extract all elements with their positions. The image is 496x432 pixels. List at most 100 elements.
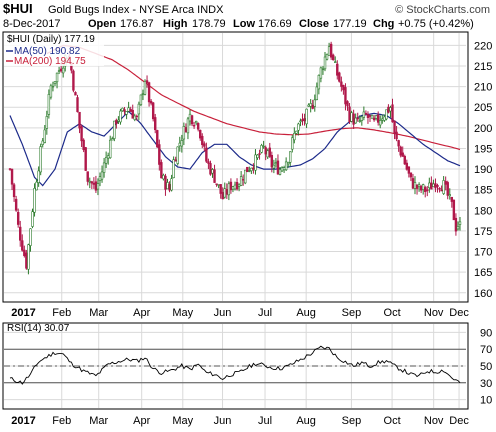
candle-body <box>221 192 224 200</box>
candle-body <box>106 155 110 159</box>
candle-body <box>379 120 382 126</box>
close-value: 177.19 <box>333 18 367 30</box>
candle-body <box>391 104 394 123</box>
candle-body <box>356 117 359 120</box>
price-tick-label: 195 <box>474 143 492 155</box>
candle-body <box>98 176 102 181</box>
candle-body <box>100 171 104 180</box>
candle-body <box>387 106 390 113</box>
rsi-x-label: Oct <box>384 415 401 427</box>
candle-body <box>309 103 312 107</box>
candle-body <box>252 167 255 170</box>
candle-body <box>209 163 212 175</box>
candle-body <box>323 56 327 70</box>
candle-body <box>184 127 188 133</box>
candle-body <box>201 135 204 146</box>
candle-body <box>111 138 114 141</box>
candle-body <box>284 161 288 171</box>
candle-body <box>409 172 413 178</box>
high-value: 178.79 <box>192 18 226 30</box>
price-x-label: Jul <box>258 307 272 319</box>
candle-body <box>395 131 398 140</box>
candle-body <box>231 186 235 190</box>
index-name: Gold Bugs Index - NYSE Arca INDX <box>48 4 224 16</box>
price-x-label: Dec <box>449 307 469 319</box>
candle-body <box>246 166 249 173</box>
rsi-path <box>9 345 461 385</box>
candle-body <box>125 111 128 115</box>
candle-body <box>311 104 314 109</box>
ma200-path <box>46 44 461 151</box>
candle-body <box>415 184 419 189</box>
candle-body <box>225 189 229 195</box>
candle-body <box>76 97 79 113</box>
price-tick-label: 210 <box>474 82 492 94</box>
chg-value: +0.75 (+0.42%) <box>398 18 474 30</box>
candle-body <box>336 63 339 76</box>
candle-body <box>10 168 14 185</box>
candle-body <box>178 142 181 147</box>
close-label: Close <box>299 18 329 30</box>
rsi-x-label: Aug <box>296 415 316 427</box>
candle-body <box>129 109 132 112</box>
price-x-tick-labels: 2017 Feb Mar Apr May Jun Jul Aug Sep Oct Nov Dec <box>11 307 469 319</box>
candle-body <box>55 72 59 83</box>
rsi-panel-frame <box>2 322 469 410</box>
candle-body <box>334 61 337 63</box>
candle-body <box>417 184 421 187</box>
rsi-x-label: Mar <box>89 415 108 427</box>
candle-body <box>61 67 65 74</box>
candle-body <box>374 115 378 119</box>
candle-body <box>59 68 63 72</box>
candle-body <box>401 152 404 157</box>
candle-body <box>393 120 396 134</box>
candle-body <box>158 144 161 165</box>
rsi-tick-label: 70 <box>480 344 492 356</box>
legend-ma50: MA(50) 190.82 <box>14 46 81 57</box>
candle-body <box>123 109 126 112</box>
rsi-x-label: Jun <box>214 415 232 427</box>
candle-body <box>428 182 431 189</box>
candle-body <box>151 102 155 120</box>
candle-body <box>35 181 38 191</box>
candle-body <box>119 110 122 123</box>
price-y-tick-labels: 160 165 170 175 180 185 190 195 200 205 210 215 220 <box>474 40 492 299</box>
candle-body <box>94 181 98 191</box>
candle-body <box>446 182 449 196</box>
low-value: 176.69 <box>258 18 292 30</box>
candle-body <box>385 109 388 120</box>
candle-body <box>14 198 18 211</box>
rsi-x-label: 2017 <box>11 415 35 427</box>
candle-body <box>109 139 112 159</box>
candle-body <box>303 118 306 122</box>
candle-body <box>199 129 202 139</box>
candle-body <box>448 194 451 197</box>
candle-body <box>154 117 157 131</box>
rsi-tick-label: 90 <box>480 327 492 339</box>
candle-body <box>92 182 96 185</box>
price-x-label: Aug <box>296 307 316 319</box>
candle-body <box>450 196 454 202</box>
price-x-label: May <box>172 307 193 319</box>
candle-body <box>440 189 443 192</box>
candle-body <box>203 143 206 147</box>
candle-body <box>233 184 237 190</box>
candle-body <box>372 117 376 121</box>
candle-body <box>239 176 243 186</box>
price-tick-label: 190 <box>474 164 492 176</box>
candle-body <box>456 226 460 230</box>
rsi-x-label: Apr <box>133 415 150 427</box>
candle-body <box>82 139 85 151</box>
candle-body <box>321 68 325 71</box>
candle-body <box>37 170 40 183</box>
candle-body <box>325 53 329 60</box>
legend-price: $HUI (Daily) 177.19 <box>7 34 95 45</box>
candle-body <box>235 182 239 190</box>
candle-body <box>80 126 83 142</box>
candle-body <box>104 157 108 164</box>
rsi-x-label: Feb <box>52 415 71 427</box>
candle-body <box>12 184 16 198</box>
candle-body <box>176 146 179 164</box>
candle-body <box>444 180 447 185</box>
